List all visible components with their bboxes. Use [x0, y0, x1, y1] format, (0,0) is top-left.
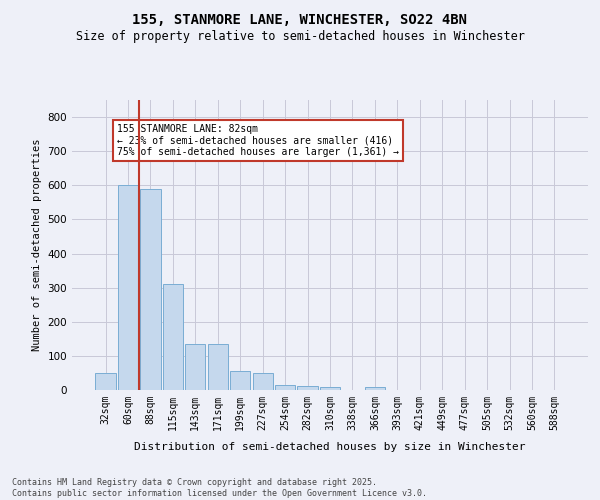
Bar [163, 284, 183, 390]
Bar [298, 386, 317, 390]
Text: 155 STANMORE LANE: 82sqm
← 23% of semi-detached houses are smaller (416)
75% of : 155 STANMORE LANE: 82sqm ← 23% of semi-d… [117, 124, 399, 157]
Bar [320, 386, 340, 390]
Bar [95, 373, 116, 390]
Bar [253, 373, 273, 390]
Bar [140, 188, 161, 390]
Bar [185, 344, 205, 390]
Bar [118, 186, 138, 390]
Text: 155, STANMORE LANE, WINCHESTER, SO22 4BN: 155, STANMORE LANE, WINCHESTER, SO22 4BN [133, 12, 467, 26]
Bar [275, 385, 295, 390]
Bar [230, 371, 250, 390]
Bar [208, 344, 228, 390]
Text: Distribution of semi-detached houses by size in Winchester: Distribution of semi-detached houses by … [134, 442, 526, 452]
Y-axis label: Number of semi-detached properties: Number of semi-detached properties [32, 138, 42, 352]
Text: Contains HM Land Registry data © Crown copyright and database right 2025.
Contai: Contains HM Land Registry data © Crown c… [12, 478, 427, 498]
Text: Size of property relative to semi-detached houses in Winchester: Size of property relative to semi-detach… [76, 30, 524, 43]
Bar [365, 386, 385, 390]
